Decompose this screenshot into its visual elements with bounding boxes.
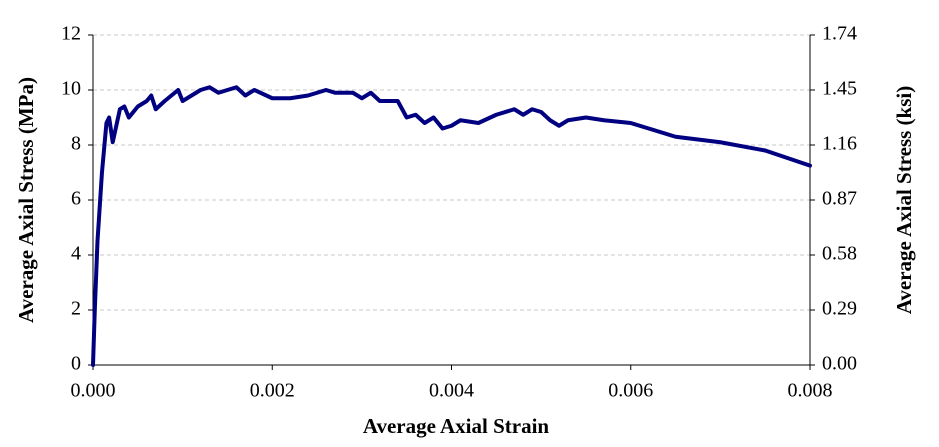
- y2-tick-label: 1.74: [822, 23, 857, 45]
- data-line: [91, 85, 812, 367]
- x-tick-label: 0.008: [788, 380, 833, 402]
- x-axis-label: Average Axial Strain: [363, 414, 550, 438]
- x-tick-label: 0.006: [608, 380, 653, 402]
- y2-tick-label: 1.16: [822, 133, 857, 155]
- y-tick-label: 2: [71, 298, 81, 320]
- y-tick-label: 8: [71, 133, 81, 155]
- y2-tick-label: 0.00: [822, 353, 857, 375]
- y-tick-label: 4: [71, 243, 81, 265]
- y-tick-label: 6: [71, 188, 81, 210]
- y2-tick-label: 0.29: [822, 298, 857, 320]
- y-axis-label: Average Axial Stress (MPa): [14, 77, 38, 323]
- y-tick-label: 0: [71, 353, 81, 375]
- y-tick-label: 12: [61, 23, 81, 45]
- y2-tick-label: 1.45: [822, 78, 857, 100]
- x-tick-label: 0.000: [71, 380, 116, 402]
- y2-axis-label: Average Axial Stress (ksi): [892, 86, 916, 314]
- y2-tick-label: 0.87: [822, 188, 857, 210]
- y2-tick-label: 0.58: [822, 243, 857, 265]
- x-tick-label: 0.002: [250, 380, 295, 402]
- y-tick-label: 10: [61, 78, 81, 100]
- x-tick-label: 0.004: [429, 380, 474, 402]
